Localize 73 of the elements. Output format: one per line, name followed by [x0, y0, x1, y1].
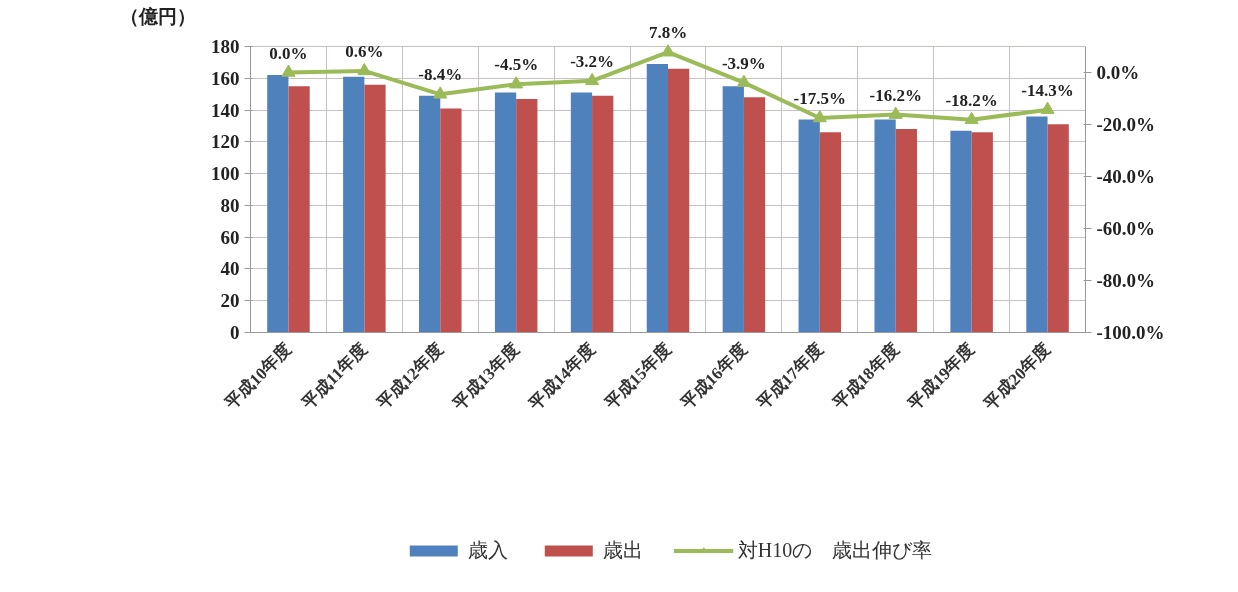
x-tick-label: 平成14年度 — [524, 339, 599, 415]
bar — [971, 132, 993, 333]
bar — [419, 95, 441, 333]
bar — [440, 108, 462, 333]
x-tick-label: 平成11年度 — [297, 339, 372, 414]
x-tick-label: 平成17年度 — [752, 339, 827, 415]
x-tick-label: 平成19年度 — [904, 339, 979, 415]
bar — [895, 129, 917, 333]
bar — [743, 97, 766, 333]
y2-tick-label: -20.0% — [1096, 114, 1156, 135]
bar — [646, 63, 668, 333]
bar — [516, 98, 538, 333]
bar — [722, 86, 744, 333]
point — [661, 44, 675, 57]
x-tick-label: 平成13年度 — [448, 339, 523, 415]
x-tick-label: 平成16年度 — [676, 339, 751, 415]
point — [812, 109, 827, 123]
y-tick-label: 20 — [220, 290, 240, 312]
bar — [494, 92, 517, 333]
data-label: -14.3% — [1021, 80, 1074, 100]
bar — [874, 119, 896, 333]
y-tick-label: 180 — [211, 36, 240, 57]
point — [509, 76, 524, 89]
bar — [364, 84, 386, 333]
point — [1040, 101, 1055, 114]
legend-label: 歳入 — [467, 537, 508, 563]
legend-label: 対H10の 歳出伸び率 — [737, 537, 933, 563]
data-label: -18.2% — [945, 90, 998, 110]
y-tick-label: 160 — [211, 67, 240, 89]
point — [585, 72, 600, 86]
y-tick-label: 60 — [220, 226, 240, 248]
bar — [288, 86, 310, 333]
data-label: 7.8% — [648, 23, 688, 43]
x-tick-label: 平成18年度 — [828, 339, 903, 415]
bar — [819, 132, 842, 333]
y2-tick-label: -60.0% — [1096, 218, 1156, 239]
x-tick-label: 平成12年度 — [372, 339, 447, 415]
x-tick-label: 平成15年度 — [600, 339, 675, 415]
point — [964, 111, 979, 125]
data-label: -4.5% — [494, 55, 539, 75]
data-label: -17.5% — [793, 89, 847, 108]
bar — [592, 95, 614, 333]
y2-tick-label: -80.0% — [1096, 270, 1156, 291]
point — [357, 62, 372, 76]
bar — [343, 76, 365, 333]
legend-label: 歳出 — [602, 537, 643, 563]
y-tick-label: 80 — [220, 194, 240, 216]
data-label: -8.4% — [418, 65, 463, 85]
point — [281, 64, 296, 77]
point — [736, 74, 751, 87]
data-label: -3.2% — [570, 51, 615, 71]
data-label: -16.2% — [869, 85, 922, 105]
bar — [950, 130, 972, 333]
y-tick-label: 40 — [220, 258, 240, 280]
point — [888, 106, 903, 119]
data-label: 0.0% — [269, 43, 308, 63]
data-label: 0.6% — [345, 41, 384, 61]
y-tick-label: 140 — [211, 99, 240, 121]
y-tick-label: 100 — [211, 163, 240, 185]
bar — [267, 75, 289, 333]
y2-tick-label: 0.0% — [1096, 62, 1140, 83]
y2-tick-label: -40.0% — [1096, 166, 1156, 187]
y-tick-label: 120 — [211, 131, 240, 153]
bar — [570, 92, 593, 333]
y2-tick-label: -100.0% — [1096, 322, 1165, 343]
point — [433, 86, 448, 99]
bar — [1026, 116, 1048, 333]
data-label: -3.9% — [721, 53, 766, 73]
bar — [668, 68, 690, 333]
y-axis-title: （億円） — [120, 6, 196, 27]
bar — [1047, 124, 1069, 333]
bar — [798, 119, 820, 333]
x-tick-label: 平成20年度 — [980, 339, 1055, 415]
